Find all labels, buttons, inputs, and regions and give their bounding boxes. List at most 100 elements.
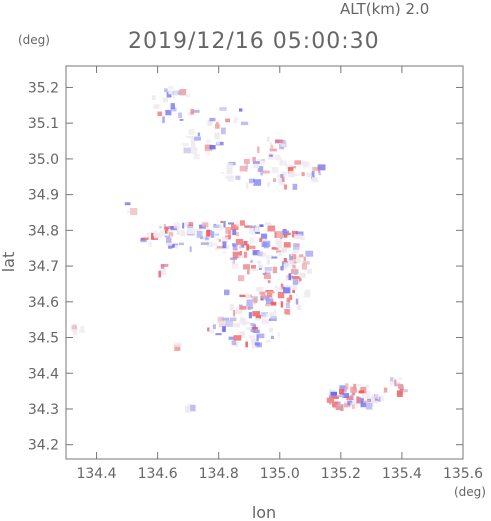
- data-cell: [262, 272, 267, 275]
- data-cell: [258, 267, 262, 270]
- data-cell: [270, 335, 274, 339]
- data-cell: [287, 259, 295, 267]
- data-cell: [235, 238, 244, 245]
- data-cell: [259, 224, 264, 227]
- data-cell: [172, 95, 175, 99]
- data-cell: [356, 396, 361, 404]
- data-cell: [214, 132, 220, 140]
- data-cell: [243, 264, 250, 270]
- data-cell: [265, 313, 269, 316]
- data-cell: [158, 269, 167, 276]
- data-cell: [284, 184, 288, 190]
- data-cell: [267, 181, 271, 188]
- data-cell: [292, 284, 297, 291]
- data-cell: [285, 164, 293, 170]
- data-cell: [237, 275, 245, 282]
- y-tick-label: 34.9: [28, 188, 59, 204]
- data-cell: [352, 403, 355, 409]
- data-cell: [261, 312, 269, 317]
- data-cell: [253, 297, 258, 304]
- data-cell: [346, 396, 354, 400]
- data-cell: [398, 383, 404, 389]
- data-cell: [165, 109, 172, 116]
- data-cell: [292, 254, 297, 259]
- data-cell: [140, 239, 147, 243]
- data-cell: [306, 268, 312, 274]
- data-cell: [222, 241, 227, 249]
- data-cell: [286, 232, 291, 235]
- data-cell: [218, 239, 221, 242]
- data-cell: [246, 244, 249, 251]
- data-cell: [180, 229, 185, 237]
- data-cell: [232, 259, 235, 265]
- data-cell: [275, 139, 283, 143]
- data-cell: [157, 111, 163, 117]
- y-tick-label: 34.8: [28, 223, 59, 239]
- data-cell: [239, 331, 245, 338]
- y-tick-label: 34.7: [28, 259, 59, 275]
- x-axis-title: lon: [252, 503, 276, 521]
- y-tick-label: 35.1: [28, 116, 59, 132]
- data-cell: [168, 244, 173, 249]
- data-cell: [302, 261, 310, 265]
- data-cell: [186, 135, 195, 139]
- data-cell: [280, 139, 286, 145]
- data-cell: [228, 336, 234, 340]
- data-cell: [295, 260, 302, 263]
- data-cell: [267, 290, 273, 298]
- data-cell: [374, 394, 380, 400]
- y-tick-label: 34.6: [28, 295, 59, 311]
- data-cell: [270, 301, 277, 306]
- data-cell: [223, 220, 226, 228]
- data-cell: [168, 232, 174, 237]
- data-cell: [303, 161, 310, 168]
- data-cell: [286, 297, 291, 303]
- data-cell: [257, 251, 263, 257]
- data-cell: [269, 312, 275, 316]
- data-cell: [158, 270, 162, 278]
- y-tick-label: 35.2: [28, 80, 59, 96]
- data-cell: [159, 230, 165, 237]
- data-cell: [251, 264, 256, 269]
- data-cell: [188, 129, 195, 135]
- data-cell: [246, 326, 254, 331]
- data-cell: [124, 202, 131, 206]
- data-cell: [286, 262, 289, 267]
- data-cell: [328, 395, 332, 400]
- data-cell: [130, 208, 138, 215]
- data-cell: [230, 257, 238, 260]
- data-cell: [166, 242, 174, 246]
- data-cell: [190, 147, 198, 155]
- data-cell: [225, 320, 234, 327]
- data-cell: [273, 309, 277, 317]
- data-cell: [250, 339, 253, 344]
- x-tick-label: 135.2: [321, 466, 361, 482]
- data-cell: [283, 242, 291, 248]
- data-cell: [259, 237, 263, 242]
- data-cell: [330, 396, 339, 399]
- data-cell: [394, 381, 401, 384]
- data-cell: [293, 173, 300, 176]
- data-cell: [365, 384, 370, 388]
- data-cell: [216, 237, 219, 240]
- data-cell: [351, 391, 356, 396]
- data-cell: [288, 273, 292, 281]
- data-cell: [160, 263, 169, 267]
- data-cell: [239, 165, 248, 172]
- data-cell: [292, 264, 296, 269]
- data-cell: [255, 317, 261, 321]
- data-cell: [262, 170, 270, 174]
- data-cell: [193, 153, 200, 160]
- data-cell: [207, 327, 210, 332]
- data-cell: [251, 230, 255, 235]
- data-cell: [187, 403, 191, 408]
- data-cell: [347, 400, 353, 406]
- data-cell: [269, 328, 273, 333]
- data-cell: [244, 251, 247, 258]
- data-cell: [371, 394, 374, 397]
- data-cell: [277, 178, 283, 184]
- data-cell: [326, 397, 335, 403]
- data-cell: [240, 317, 246, 321]
- data-cell: [168, 86, 174, 90]
- data-cell: [226, 167, 233, 175]
